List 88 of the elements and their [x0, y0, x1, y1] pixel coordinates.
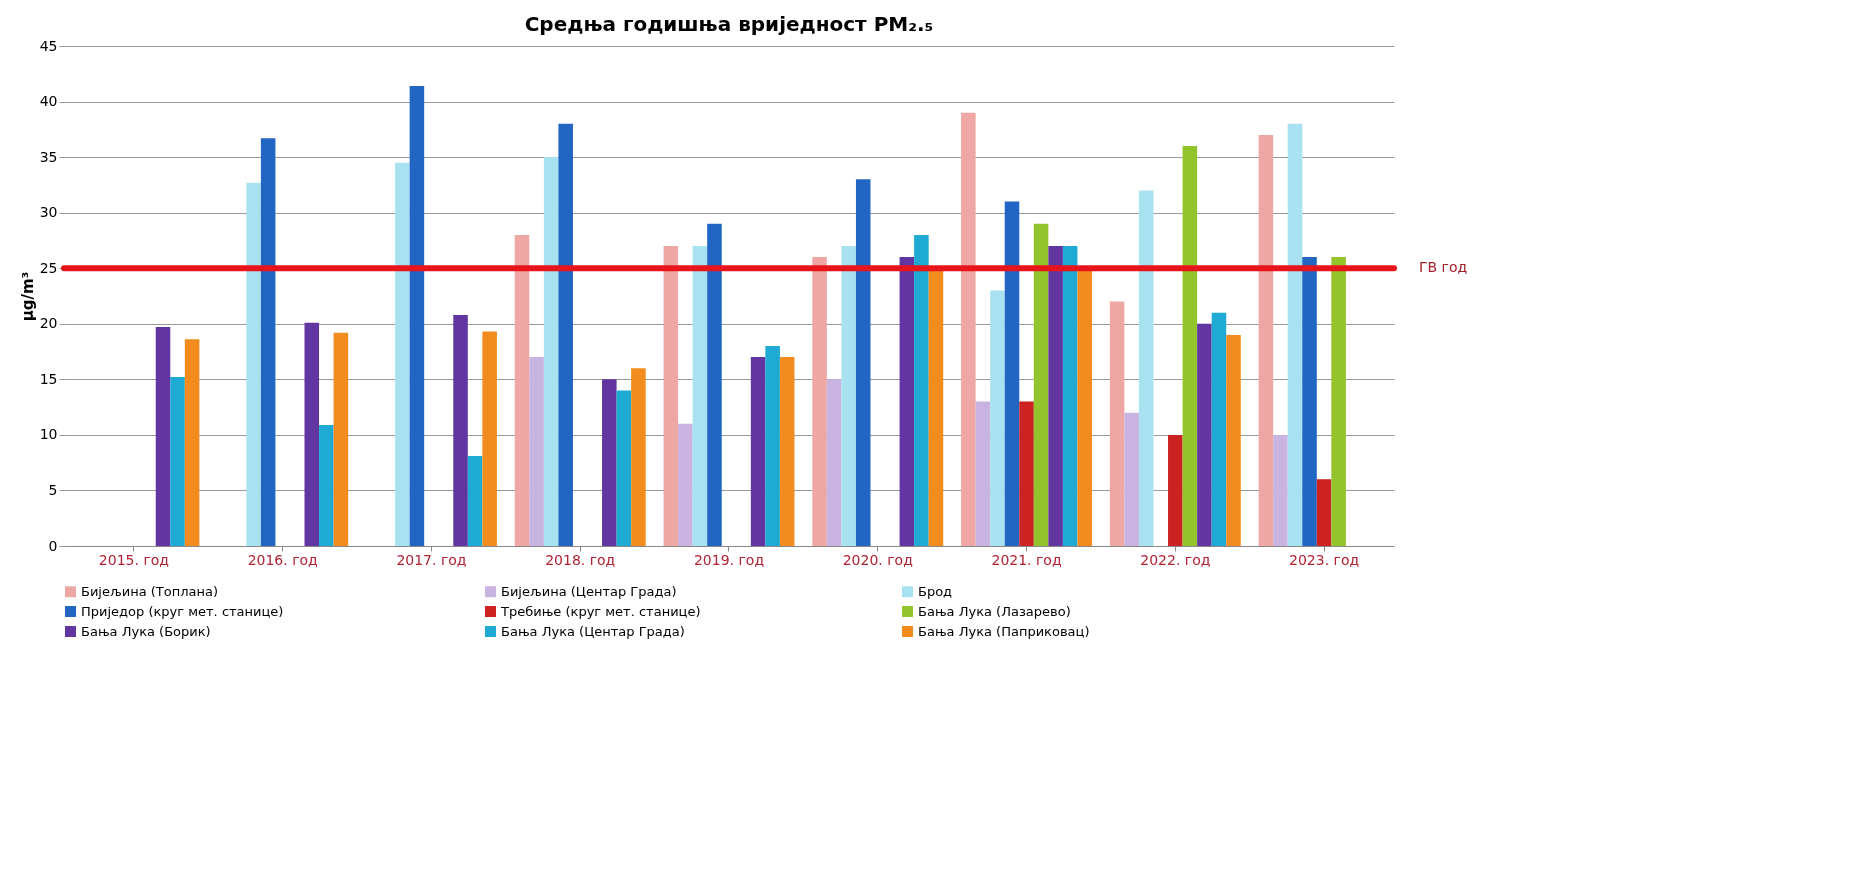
x-tick-label: 2016. год — [247, 551, 318, 568]
x-tick-label: 2021. год — [991, 551, 1062, 568]
bar — [260, 138, 276, 546]
bar — [1273, 434, 1288, 546]
bar — [514, 234, 530, 546]
bar — [663, 246, 679, 546]
x-tick-label: 2015. год — [98, 551, 169, 568]
bar — [990, 290, 1005, 546]
bar — [184, 339, 200, 546]
bar — [155, 327, 171, 546]
y-tick-label: 15 — [39, 370, 58, 387]
bar — [692, 246, 708, 546]
bar — [333, 332, 349, 546]
bar — [855, 179, 871, 546]
legend-label: Бијељина (Топлана) — [81, 583, 219, 599]
bar — [467, 456, 483, 546]
bar — [1109, 301, 1125, 546]
bar — [1138, 190, 1154, 546]
chart-title: Средња годишња вриједност PM₂.₅ — [524, 12, 934, 36]
bar — [1331, 257, 1346, 546]
bar — [1124, 412, 1139, 546]
y-tick-label: 20 — [39, 315, 58, 332]
bar — [1077, 268, 1092, 546]
y-tick-label: 5 — [48, 481, 58, 498]
bar — [841, 246, 856, 546]
bar — [1168, 434, 1183, 546]
x-tick-label: 2023. год — [1289, 551, 1360, 568]
bar — [543, 157, 559, 546]
legend-label: Бања Лука (Паприковац) — [918, 623, 1090, 639]
legend-label: Бања Лука (Борик) — [81, 623, 211, 639]
bar — [961, 112, 976, 546]
bar — [750, 357, 766, 546]
y-tick-label: 25 — [39, 259, 58, 276]
bar — [602, 379, 617, 546]
bar — [558, 123, 573, 546]
bar — [246, 182, 261, 546]
bar — [1287, 123, 1303, 546]
bar — [1258, 134, 1274, 546]
legend-label: Бања Лука (Лазарево) — [918, 603, 1071, 619]
bar — [1226, 334, 1241, 546]
y-tick-label: 30 — [39, 204, 58, 221]
bar — [395, 162, 410, 546]
bar — [1004, 201, 1020, 546]
bar — [304, 322, 320, 546]
x-tick-label: 2019. год — [693, 551, 765, 568]
bar — [1302, 257, 1317, 546]
bar — [928, 268, 944, 546]
bar — [1211, 312, 1227, 546]
bar — [409, 86, 425, 546]
y-tick-label: 45 — [39, 37, 58, 54]
bar — [1062, 246, 1078, 546]
y-tick-label: 10 — [39, 426, 58, 443]
y-tick-label: 40 — [39, 93, 58, 110]
legend-label: Приједор (круг мет. станице) — [81, 603, 284, 619]
y-axis-title: µg/m³ — [18, 271, 37, 322]
y-tick-label: 35 — [39, 148, 58, 165]
bar — [914, 234, 929, 546]
bar — [1033, 223, 1049, 546]
bar — [482, 331, 497, 546]
bar — [1182, 146, 1198, 546]
x-tick-label: 2022. год — [1140, 551, 1211, 568]
bar — [616, 390, 632, 546]
bar — [678, 423, 693, 546]
bar — [975, 401, 991, 546]
bar — [319, 424, 334, 546]
y-tick-label: 0 — [48, 537, 58, 554]
x-tick-label: 2017. год — [396, 551, 467, 568]
bar — [899, 257, 915, 546]
bar — [765, 346, 780, 546]
bar — [1316, 479, 1332, 546]
bar — [631, 368, 646, 546]
bar — [812, 257, 827, 546]
bar — [1197, 323, 1212, 546]
legend-label: Бања Лука (Центар Града) — [501, 623, 685, 639]
bar — [453, 314, 468, 546]
x-tick-label: 2020. год — [842, 551, 913, 568]
bar — [779, 357, 795, 546]
legend-label: Бијељина (Центар Града) — [501, 583, 677, 599]
bar — [170, 377, 185, 546]
bar — [707, 223, 722, 546]
bar — [1019, 401, 1034, 546]
bar — [529, 357, 544, 546]
legend-label: Брод — [918, 583, 953, 599]
x-tick-label: 2018. год — [545, 551, 616, 568]
ref-line-label: ГВ год — [1419, 259, 1468, 276]
bar — [1048, 246, 1063, 546]
legend-label: Требиње (круг мет. станице) — [500, 603, 701, 619]
bar — [826, 379, 842, 546]
